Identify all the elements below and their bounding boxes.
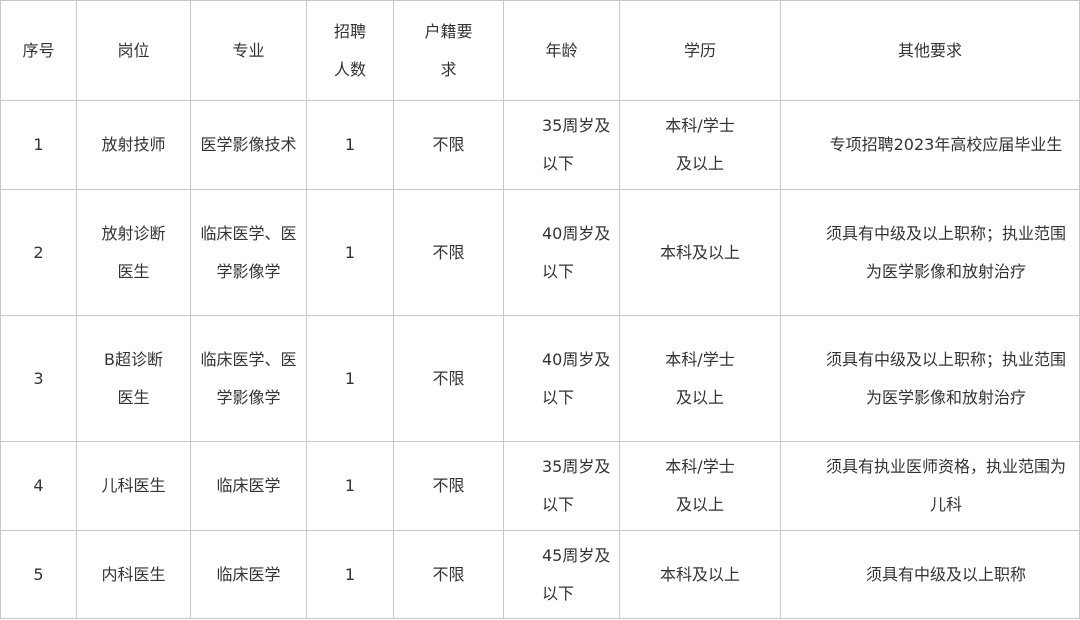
table-cell: 45周岁及以下 xyxy=(503,530,620,619)
table-row: 5 内科医生 临床医学 1 不限 45周岁及以下 本科及以上 须具有中级及以上职称 xyxy=(0,530,1080,619)
header-cell: 其他要求 xyxy=(780,0,1080,101)
table-cell: 本科/学士及以上 xyxy=(619,315,781,442)
header-cell: 招聘人数 xyxy=(306,0,394,101)
header-cell: 年龄 xyxy=(503,0,620,101)
table-cell: 临床医学、医学影像学 xyxy=(190,315,307,442)
header-cell: 岗位 xyxy=(76,0,191,101)
table-cell: 不限 xyxy=(393,189,504,316)
table-cell: 须具有中级及以上职称；执业范围为医学影像和放射治疗 xyxy=(780,315,1080,442)
table-cell: 1 xyxy=(306,100,394,190)
header-row: 序号 岗位 专业 招聘人数 户籍要求 年龄 学历 其他要求 xyxy=(0,0,1080,101)
table-cell: 儿科医生 xyxy=(76,441,191,531)
table-cell: 4 xyxy=(0,441,77,531)
table-cell: 专项招聘2023年高校应届毕业生 xyxy=(780,100,1080,190)
table-cell: 不限 xyxy=(393,315,504,442)
table-cell: 本科及以上 xyxy=(619,189,781,316)
header-cell: 学历 xyxy=(619,0,781,101)
table-cell: 2 xyxy=(0,189,77,316)
table-cell: 本科/学士及以上 xyxy=(619,441,781,531)
table-cell: 内科医生 xyxy=(76,530,191,619)
table-cell: 40周岁及以下 xyxy=(503,189,620,316)
table-row: 1 放射技师 医学影像技术 1 不限 35周岁及以下 本科/学士及以上 专项招聘2023年高校… xyxy=(0,100,1080,190)
table-cell: 放射诊断医生 xyxy=(76,189,191,316)
table-cell: 不限 xyxy=(393,441,504,531)
table-cell: 1 xyxy=(0,100,77,190)
header-cell: 序号 xyxy=(0,0,77,101)
table-cell: B超诊断医生 xyxy=(76,315,191,442)
table-cell: 须具有中级及以上职称；执业范围为医学影像和放射治疗 xyxy=(780,189,1080,316)
table-cell: 不限 xyxy=(393,530,504,619)
table-cell: 40周岁及以下 xyxy=(503,315,620,442)
table-row: 3 B超诊断医生 临床医学、医学影像学 1 不限 40周岁及以下 本科/学士及以上 须具有中级… xyxy=(0,315,1080,442)
table-cell: 放射技师 xyxy=(76,100,191,190)
table-cell: 3 xyxy=(0,315,77,442)
table-cell: 医学影像技术 xyxy=(190,100,307,190)
table-cell: 1 xyxy=(306,441,394,531)
table-cell: 临床医学 xyxy=(190,441,307,531)
table-cell: 1 xyxy=(306,189,394,316)
header-cell: 专业 xyxy=(190,0,307,101)
header-cell: 户籍要求 xyxy=(393,0,504,101)
table-cell: 35周岁及以下 xyxy=(503,100,620,190)
table-cell: 临床医学、医学影像学 xyxy=(190,189,307,316)
table-cell: 本科/学士及以上 xyxy=(619,100,781,190)
table-cell: 35周岁及以下 xyxy=(503,441,620,531)
table-cell: 1 xyxy=(306,530,394,619)
table-cell: 不限 xyxy=(393,100,504,190)
table-row: 2 放射诊断医生 临床医学、医学影像学 1 不限 40周岁及以下 本科及以上 须具有中级及以上… xyxy=(0,189,1080,316)
table-cell: 本科及以上 xyxy=(619,530,781,619)
table-cell: 临床医学 xyxy=(190,530,307,619)
table-cell: 须具有中级及以上职称 xyxy=(780,530,1080,619)
table-cell: 1 xyxy=(306,315,394,442)
table-cell: 须具有执业医师资格，执业范围为儿科 xyxy=(780,441,1080,531)
table-row: 4 儿科医生 临床医学 1 不限 35周岁及以下 本科/学士及以上 须具有执业医师资格，执业范… xyxy=(0,441,1080,531)
table-cell: 5 xyxy=(0,530,77,619)
